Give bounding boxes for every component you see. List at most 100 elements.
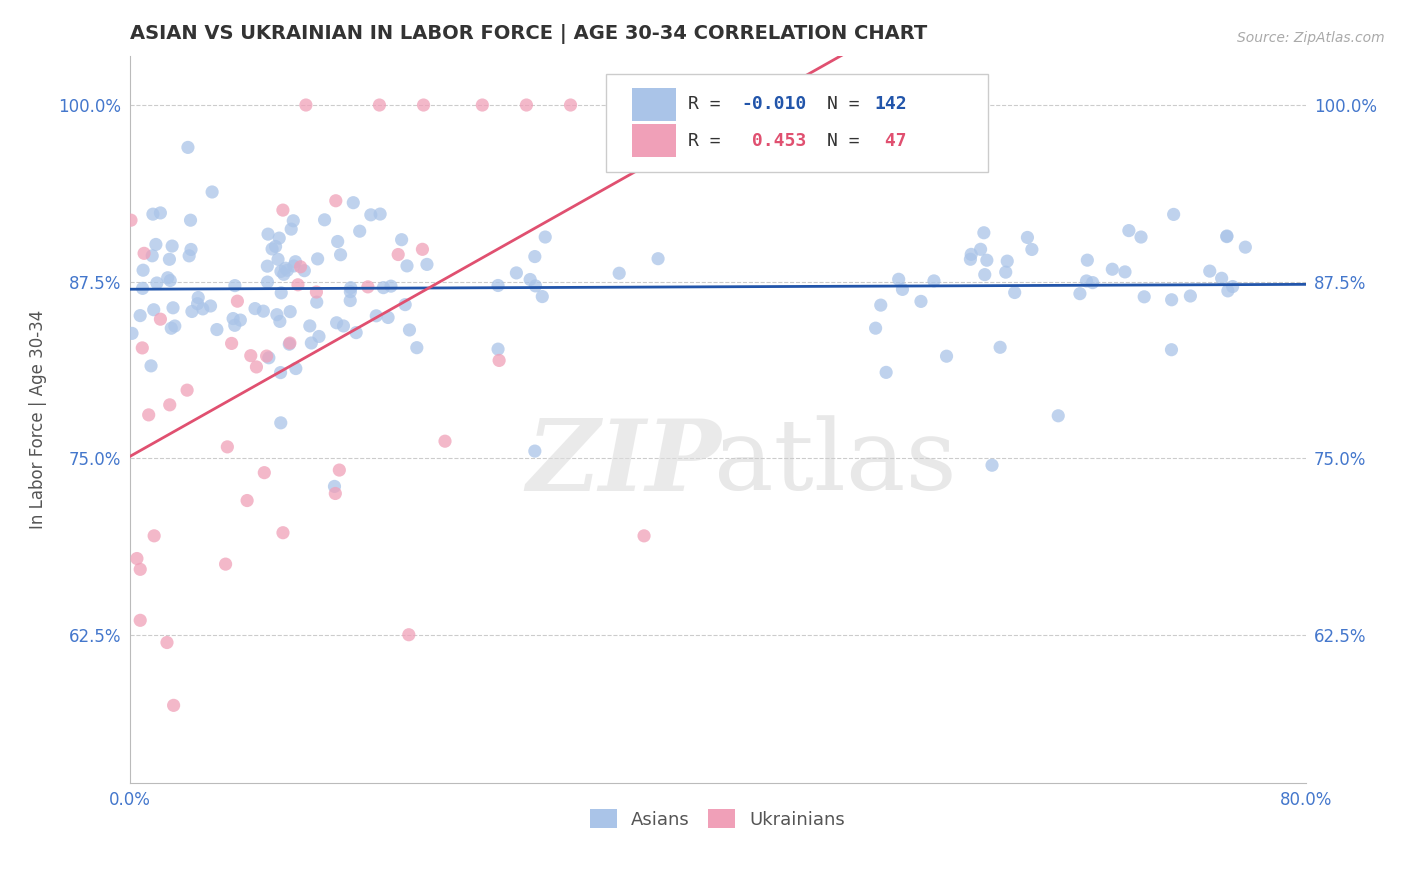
- Point: [357, 280, 380, 294]
- Point: [531, 289, 554, 303]
- Point: [177, 140, 200, 154]
- Point: [214, 557, 236, 571]
- Point: [146, 276, 169, 290]
- Point: [138, 408, 160, 422]
- Point: [505, 266, 527, 280]
- Point: [342, 195, 364, 210]
- Text: ASIAN VS UKRAINIAN IN LABOR FORCE | AGE 30-34 CORRELATION CHART: ASIAN VS UKRAINIAN IN LABOR FORCE | AGE …: [129, 24, 927, 44]
- Text: N =: N =: [827, 95, 870, 113]
- Point: [187, 291, 209, 305]
- Point: [1047, 409, 1070, 423]
- Point: [262, 242, 284, 256]
- Point: [960, 247, 983, 261]
- Point: [935, 349, 957, 363]
- Point: [329, 248, 352, 262]
- Point: [360, 208, 382, 222]
- Point: [1118, 224, 1140, 238]
- Point: [159, 398, 181, 412]
- Point: [339, 285, 361, 299]
- Point: [200, 299, 222, 313]
- Point: [270, 285, 292, 300]
- Point: [981, 458, 1004, 473]
- Point: [269, 314, 291, 328]
- Point: [523, 250, 546, 264]
- Point: [274, 261, 297, 276]
- Point: [1076, 274, 1098, 288]
- Point: [416, 257, 439, 271]
- Point: [205, 322, 228, 336]
- Point: [387, 247, 409, 261]
- Point: [1081, 276, 1104, 290]
- Point: [349, 224, 371, 238]
- Point: [1004, 285, 1026, 300]
- Point: [633, 529, 655, 543]
- Point: [267, 252, 290, 267]
- Point: [1211, 271, 1233, 285]
- Point: [143, 529, 166, 543]
- Point: [224, 278, 246, 293]
- Point: [295, 98, 318, 112]
- Text: atlas: atlas: [714, 415, 956, 511]
- Point: [236, 493, 259, 508]
- Point: [976, 253, 998, 268]
- Text: R =: R =: [688, 95, 731, 113]
- Point: [181, 304, 204, 318]
- Point: [245, 359, 267, 374]
- Point: [239, 349, 262, 363]
- Point: [217, 440, 239, 454]
- Point: [222, 311, 245, 326]
- Point: [486, 278, 509, 293]
- Point: [314, 212, 336, 227]
- Text: Source: ZipAtlas.com: Source: ZipAtlas.com: [1237, 31, 1385, 45]
- Point: [141, 249, 163, 263]
- Point: [132, 246, 155, 260]
- Point: [607, 266, 630, 280]
- Point: [1017, 230, 1039, 244]
- Point: [339, 293, 361, 308]
- Point: [1101, 262, 1123, 277]
- Point: [515, 98, 537, 112]
- Text: 47: 47: [875, 132, 907, 150]
- Point: [1216, 284, 1239, 298]
- Point: [273, 268, 295, 282]
- Point: [676, 98, 699, 112]
- Point: [366, 309, 388, 323]
- Point: [257, 227, 280, 241]
- Point: [129, 309, 152, 323]
- Point: [256, 349, 278, 363]
- Point: [271, 203, 294, 218]
- Point: [157, 252, 180, 267]
- Point: [1222, 279, 1244, 293]
- Point: [160, 239, 183, 253]
- Point: [328, 463, 350, 477]
- Point: [973, 226, 995, 240]
- Point: [243, 301, 266, 316]
- Point: [280, 222, 302, 236]
- Legend: Asians, Ukrainians: Asians, Ukrainians: [582, 802, 852, 836]
- Point: [488, 353, 510, 368]
- Point: [1133, 290, 1156, 304]
- Point: [395, 259, 418, 273]
- Point: [368, 98, 391, 112]
- Point: [377, 310, 399, 325]
- Point: [323, 479, 346, 493]
- Point: [287, 277, 309, 292]
- Point: [145, 237, 167, 252]
- Point: [969, 243, 991, 257]
- Point: [1114, 265, 1136, 279]
- Point: [224, 318, 246, 333]
- Point: [307, 252, 329, 266]
- Point: [1198, 264, 1220, 278]
- Point: [139, 359, 162, 373]
- Point: [160, 321, 183, 335]
- Point: [257, 351, 280, 365]
- Point: [891, 282, 914, 296]
- Point: [471, 98, 494, 112]
- Point: [1180, 289, 1202, 303]
- Point: [252, 304, 274, 318]
- Point: [179, 249, 201, 263]
- Point: [534, 230, 557, 244]
- Y-axis label: In Labor Force | Age 30-34: In Labor Force | Age 30-34: [30, 310, 46, 529]
- Point: [149, 206, 172, 220]
- Point: [266, 308, 288, 322]
